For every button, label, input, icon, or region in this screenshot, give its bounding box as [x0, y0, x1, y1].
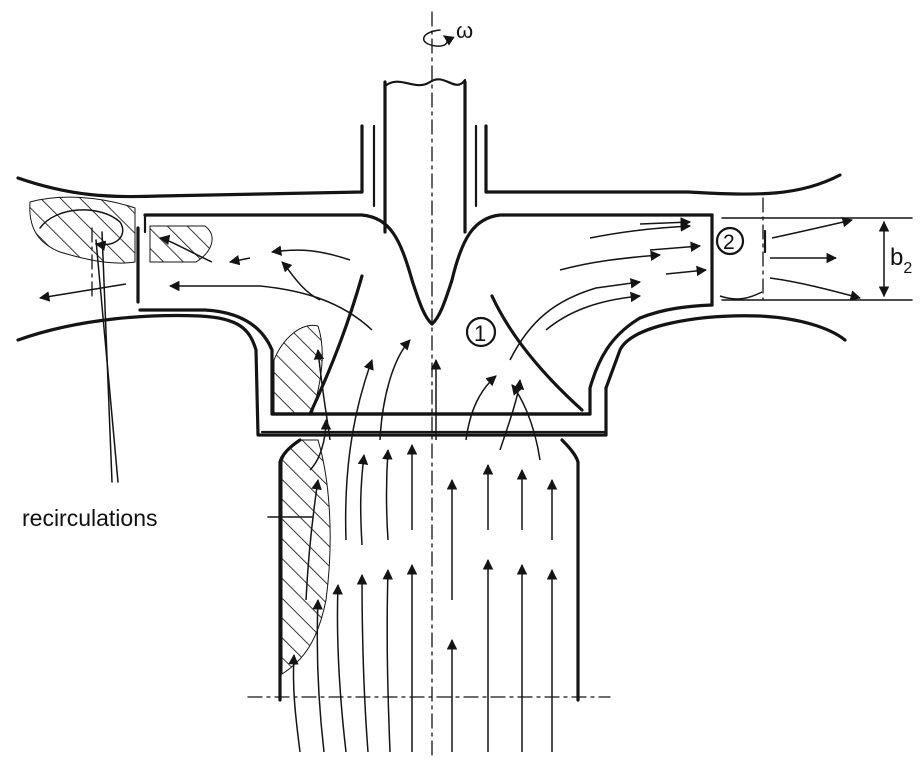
recirculations-leaders: [95, 231, 313, 518]
station-2-marker: 2: [715, 226, 767, 256]
b2-label: b2: [890, 244, 912, 277]
blade-left: [308, 274, 364, 416]
recirculation-zone-eye: [273, 324, 323, 415]
casing-upper-wall: [16, 124, 842, 208]
recirculation-zone-inlet: [281, 439, 331, 675]
b2-dimension: [721, 217, 913, 301]
casing-lower-wall: [16, 313, 847, 437]
suction-pipe: [278, 438, 580, 702]
blade-right: [490, 294, 584, 412]
impeller-shroud: [136, 213, 714, 326]
recirculation-zone-outlet: [29, 196, 213, 264]
recirculations-label: recirculations: [22, 505, 158, 531]
station-1-marker: 1: [465, 316, 497, 348]
flow-streamlines: [38, 217, 862, 753]
omega-label: ω: [456, 18, 473, 43]
impeller-hub: [138, 303, 714, 434]
svg-text:1: 1: [474, 321, 486, 346]
rotation-arrow-icon: [423, 29, 455, 47]
shaft: [383, 78, 467, 234]
svg-text:2: 2: [723, 231, 735, 254]
